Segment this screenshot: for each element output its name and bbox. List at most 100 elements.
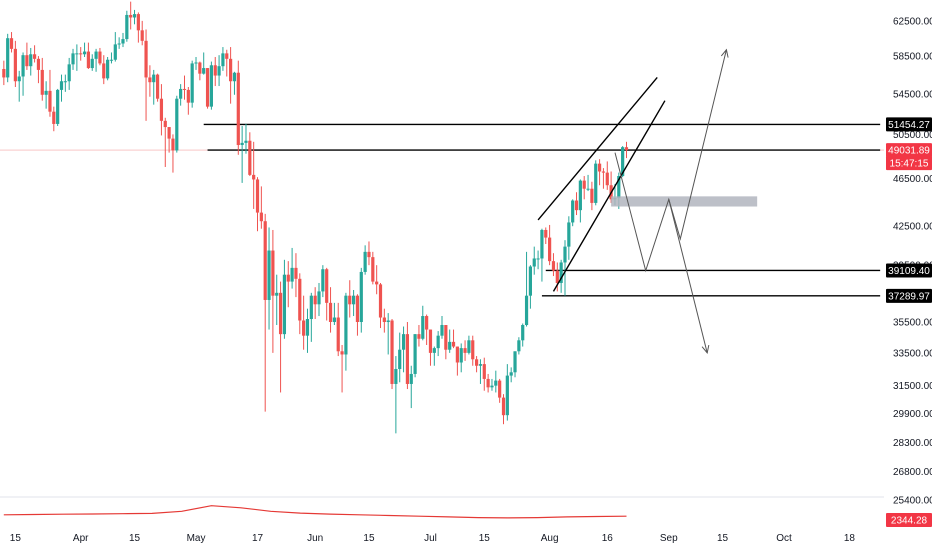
candle (136, 12, 140, 43)
price-tick: 35500.00 (893, 318, 932, 329)
candle-body (621, 147, 625, 177)
candle-body (102, 63, 106, 79)
candle-body (229, 58, 233, 82)
candle-body (6, 38, 10, 78)
candle-body (601, 171, 606, 173)
candle (352, 289, 356, 317)
candle-body (436, 335, 440, 349)
candle (309, 292, 313, 342)
candle-body (232, 72, 237, 82)
candle (425, 314, 429, 345)
time-tick: 15 (717, 533, 729, 544)
candle-body (505, 375, 509, 416)
candle (294, 253, 298, 298)
candle (94, 48, 98, 72)
candle-body (48, 90, 52, 112)
candle-body (159, 98, 164, 121)
candle-body (401, 334, 406, 350)
candle (121, 32, 125, 48)
candle-body (263, 221, 267, 300)
candle-body (521, 325, 525, 341)
bullish-path-arrowhead (720, 48, 729, 58)
price-tag-resistance-bg (886, 117, 932, 132)
candle (532, 246, 536, 275)
candle-body (221, 53, 225, 67)
candle-body (325, 269, 329, 303)
candle (67, 57, 71, 90)
time-tick: 15 (129, 533, 141, 544)
candle-body (56, 89, 60, 124)
candle-body (125, 14, 129, 40)
candle (267, 227, 271, 330)
candle (394, 356, 398, 434)
candle-body (259, 212, 263, 222)
candle (194, 57, 198, 70)
candle-body (240, 142, 244, 146)
candle (328, 287, 333, 333)
candle (578, 179, 582, 223)
candle-body (375, 281, 379, 285)
candle-body (244, 140, 248, 143)
candle-body (340, 351, 344, 355)
candle (140, 20, 144, 46)
candle (436, 331, 440, 357)
candle-body (109, 59, 114, 61)
time-axis[interactable] (0, 526, 932, 550)
candle-body (432, 348, 436, 353)
candle-body (352, 295, 356, 305)
candle (597, 159, 602, 186)
candle-body (467, 340, 471, 353)
candle (494, 370, 498, 393)
candle-body (117, 43, 121, 45)
candle-body (344, 295, 348, 355)
candle (317, 282, 321, 317)
candle-body (52, 111, 56, 124)
candle (590, 181, 594, 211)
price-tag-support-2: 37289.97 (886, 288, 932, 303)
candle-body (348, 295, 352, 305)
candle (555, 262, 559, 292)
price-tick: 31500.00 (893, 381, 932, 392)
candle-body (605, 172, 609, 186)
candle-body (9, 38, 14, 49)
candle-body (413, 334, 417, 374)
price-tick: 28300.00 (893, 438, 932, 449)
candle-body (267, 250, 271, 300)
candle-body (40, 69, 44, 95)
candle-body (425, 316, 429, 330)
time-tick: 18 (844, 533, 856, 544)
candle (471, 335, 475, 366)
price-tick: 62500.00 (893, 16, 932, 27)
candle (52, 106, 56, 132)
candle-body (186, 89, 190, 103)
candle-body (444, 325, 448, 350)
candle (240, 126, 244, 183)
candle (517, 337, 521, 355)
candle-body (363, 251, 367, 272)
candle-body (567, 222, 571, 247)
candle-body (528, 266, 532, 296)
candle-body (213, 65, 217, 76)
candle (467, 335, 471, 355)
candle (298, 273, 302, 335)
candle-body (336, 317, 340, 352)
price-tag-current-bg (886, 143, 932, 158)
candle (9, 32, 14, 53)
candle (367, 241, 371, 266)
candle (259, 186, 263, 229)
candle (32, 45, 37, 63)
candle (474, 356, 479, 373)
candle (398, 332, 402, 383)
candle-body (517, 340, 521, 352)
candle (444, 325, 448, 360)
candle-body (574, 200, 579, 211)
price-axis[interactable] (884, 0, 932, 526)
indicator-value-tag-bg (886, 513, 932, 527)
candle-body (597, 163, 602, 172)
time-tick: 17 (252, 533, 264, 544)
candle-body (398, 349, 402, 370)
candle (202, 52, 206, 75)
candle-body (25, 55, 29, 67)
time-tick: 15 (10, 533, 22, 544)
